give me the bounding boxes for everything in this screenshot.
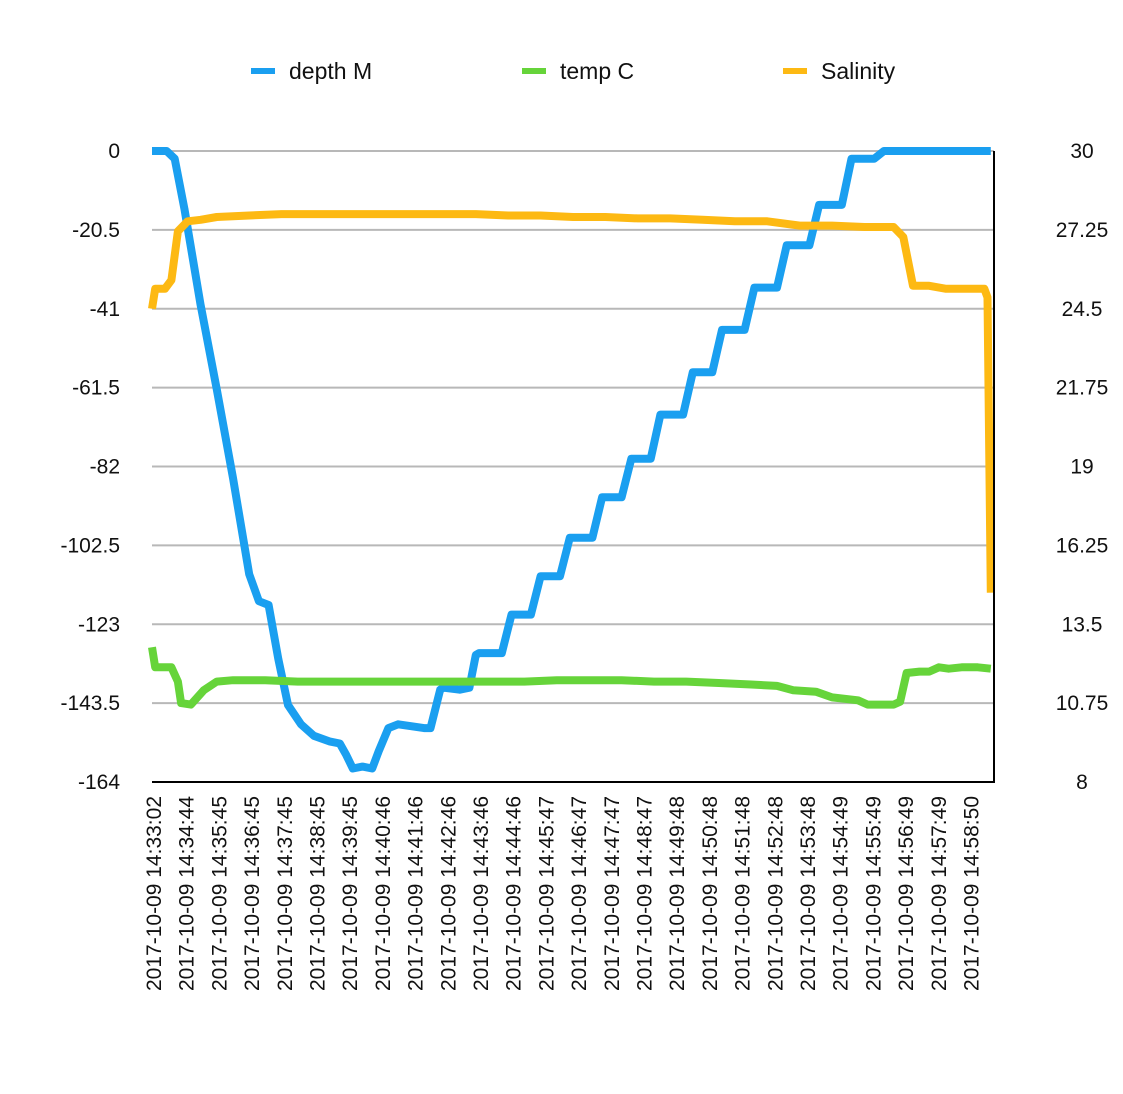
gridlines <box>152 150 994 705</box>
x-tick-label: 2017-10-09 14:53:48 <box>797 796 820 991</box>
x-tick-label: 2017-10-09 14:38:45 <box>307 796 330 991</box>
x-tick-label: 2017-10-09 14:44:46 <box>503 796 526 991</box>
x-tick-label: 2017-10-09 14:58:50 <box>961 796 984 991</box>
legend-item: Salinity <box>783 58 896 84</box>
x-tick-label: 2017-10-09 14:42:46 <box>437 796 460 991</box>
x-tick-label: 2017-10-09 14:36:45 <box>241 796 264 991</box>
x-tick-label: 2017-10-09 14:52:48 <box>764 796 787 991</box>
x-tick-label: 2017-10-09 14:55:49 <box>862 796 885 991</box>
y-right-tick-label: 10.75 <box>1056 692 1109 715</box>
legend-item: temp C <box>522 58 634 84</box>
x-tick-label: 2017-10-09 14:33:02 <box>143 796 166 991</box>
legend: depth M temp C Salinity <box>251 58 896 84</box>
y-left-tick-label: -102.5 <box>60 534 120 557</box>
x-tick-label: 2017-10-09 14:54:49 <box>830 796 853 991</box>
y-axis-right: 30 27.25 24.5 21.75 19 16.25 13.5 10.75 8 <box>1056 140 1109 794</box>
x-tick-label: 2017-10-09 14:49:48 <box>666 796 689 991</box>
x-tick-label: 2017-10-09 14:48:47 <box>634 796 657 991</box>
series-line-temp-c <box>148 646 992 709</box>
y-right-tick-label: 8 <box>1076 771 1088 794</box>
x-tick-label: 2017-10-09 14:39:45 <box>339 796 362 991</box>
x-tick-label: 2017-10-09 14:37:45 <box>274 796 297 991</box>
y-left-tick-label: 0 <box>108 140 120 163</box>
x-tick-label: 2017-10-09 14:40:46 <box>372 796 395 991</box>
y-left-tick-label: -164 <box>78 771 120 794</box>
y-right-tick-label: 13.5 <box>1062 613 1103 636</box>
x-tick-label: 2017-10-09 14:45:47 <box>535 796 558 991</box>
y-right-tick-label: 19 <box>1070 456 1093 479</box>
x-axis: 2017-10-09 14:33:02 2017-10-09 14:34:44 20… <box>143 796 984 991</box>
x-tick-label: 2017-10-09 14:47:47 <box>601 796 624 991</box>
y-right-tick-label: 24.5 <box>1062 298 1103 321</box>
y-left-tick-label: -82 <box>90 456 120 479</box>
y-right-tick-label: 21.75 <box>1056 377 1109 400</box>
x-tick-label: 2017-10-09 14:43:46 <box>470 796 493 991</box>
legend-label: Salinity <box>821 58 896 84</box>
y-left-tick-label: -20.5 <box>72 219 120 242</box>
x-tick-label: 2017-10-09 14:57:49 <box>928 796 951 991</box>
plot-area <box>148 147 995 773</box>
series-line-salinity <box>148 210 995 593</box>
y-left-tick-label: -143.5 <box>60 692 120 715</box>
legend-label: depth M <box>289 58 372 84</box>
series-line-depth-m <box>152 147 991 773</box>
y-right-tick-label: 30 <box>1070 140 1093 163</box>
x-tick-label: 2017-10-09 14:34:44 <box>176 796 199 991</box>
x-tick-label: 2017-10-09 14:41:46 <box>405 796 428 991</box>
y-left-tick-label: -41 <box>90 298 120 321</box>
y-right-tick-label: 27.25 <box>1056 219 1109 242</box>
y-axis-left: 0 -20.5 -41 -61.5 -82 -102.5 -123 -143.5 -164 <box>60 140 120 794</box>
legend-item: depth M <box>251 58 372 84</box>
y-left-tick-label: -123 <box>78 613 120 636</box>
x-tick-label: 2017-10-09 14:50:48 <box>699 796 722 991</box>
y-left-tick-label: -61.5 <box>72 377 120 400</box>
axis-lines <box>152 151 995 783</box>
legend-label: temp C <box>560 58 634 84</box>
x-tick-label: 2017-10-09 14:35:45 <box>208 796 231 991</box>
x-tick-label: 2017-10-09 14:56:49 <box>895 796 918 991</box>
x-tick-label: 2017-10-09 14:46:47 <box>568 796 591 991</box>
x-tick-label: 2017-10-09 14:51:48 <box>732 796 755 991</box>
y-right-tick-label: 16.25 <box>1056 534 1109 557</box>
